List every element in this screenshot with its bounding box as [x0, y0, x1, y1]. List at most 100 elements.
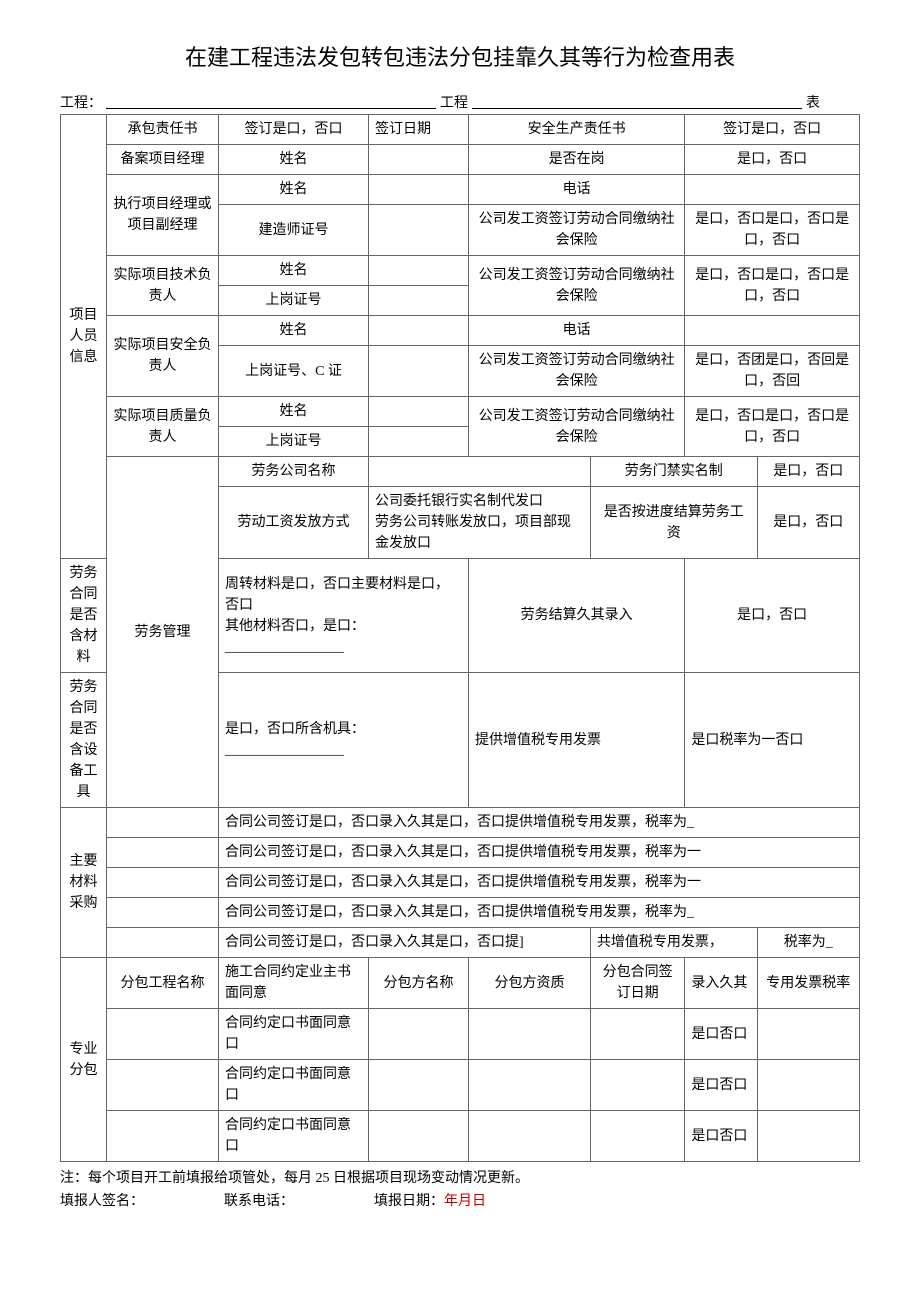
- sub-r1-f: 是口否口: [685, 1009, 757, 1060]
- l3-f: 是口，否口: [685, 559, 860, 673]
- sub-r2-d: [469, 1060, 591, 1111]
- sub-r2-g: [757, 1060, 859, 1111]
- sub-r3-d: [469, 1111, 591, 1162]
- sub-h6: 录入久其: [685, 958, 757, 1009]
- r6-b1: 姓名: [219, 397, 369, 427]
- r6-b2: 上岗证号: [219, 427, 369, 457]
- l4-e: 提供增值税专用发票: [469, 673, 685, 808]
- r5-blank2: [685, 316, 860, 346]
- sub-r3-b: 合同约定口书面同意口: [219, 1111, 369, 1162]
- r4-f: 是口，否口是口，否口是口，否口: [685, 256, 860, 316]
- l2-b: 公司委托银行实名制代发口 劳务公司转账发放口，项目部现金发放口: [369, 487, 591, 559]
- mat-r3: 合同公司签订是口，否口录入久其是口，否口提供增值税专用发票，税率为一: [219, 868, 860, 898]
- mat-blank1: [107, 808, 219, 838]
- r3-blank2: [685, 175, 860, 205]
- mat-blank5: [107, 928, 219, 958]
- mat-r5a: 合同公司签订是口，否口录入久其是口，否口提]: [219, 928, 591, 958]
- sub-r1-g: [757, 1009, 859, 1060]
- header-line2: [472, 92, 802, 109]
- r4-blank1: [369, 256, 469, 286]
- sub-r2-f: 是口否口: [685, 1060, 757, 1111]
- r5-b2: 上岗证号、C 证: [219, 346, 369, 397]
- header-line1: [106, 92, 436, 109]
- header-row: 工程： 工程 表: [60, 92, 860, 112]
- sub-r1-b: 合同约定口书面同意口: [219, 1009, 369, 1060]
- sub-h2: 施工合同约定业主书面同意: [219, 958, 369, 1009]
- sub-r2-e: [590, 1060, 684, 1111]
- r6-f: 是口，否口是口，否口是口，否口: [685, 397, 860, 457]
- r2-e: 是否在岗: [469, 145, 685, 175]
- main-table: 项目人员信息 承包责任书 签订是口，否口 签订日期 安全生产责任书 签订是口，否…: [60, 114, 860, 1162]
- sub-r3-e: [590, 1111, 684, 1162]
- r4-e: 公司发工资签订劳动合同缴纳社会保险: [469, 256, 685, 316]
- sub-r3-c: [369, 1111, 469, 1162]
- r3-blank1: [369, 175, 469, 205]
- section-material: 主要材料采购: [61, 808, 107, 958]
- r1-c: 签订日期: [369, 115, 469, 145]
- sub-r1-c: [369, 1009, 469, 1060]
- r1-f: 签订是口，否口: [685, 115, 860, 145]
- sub-h5: 分包合同签订日期: [590, 958, 684, 1009]
- r5-a: 实际项目安全负责人: [107, 316, 219, 397]
- r6-blank2: [369, 427, 469, 457]
- sub-r2-b: 合同约定口书面同意口: [219, 1060, 369, 1111]
- r2-blank: [369, 145, 469, 175]
- sub-r3-f: 是口否口: [685, 1111, 757, 1162]
- r3-f2: 是口，否口是口，否口是口，否口: [685, 205, 860, 256]
- footer-date-value: 年月日: [444, 1194, 486, 1209]
- l3-a: 劳务合同是否含材料: [61, 559, 107, 673]
- l1-blank: [369, 457, 591, 487]
- sub-r2-a: [107, 1060, 219, 1111]
- r5-b1: 姓名: [219, 316, 369, 346]
- l1-a: 劳务公司名称: [219, 457, 369, 487]
- l4-b: 是口，否口所含机具：_________________: [219, 673, 469, 808]
- r1-a: 承包责任书: [107, 115, 219, 145]
- r3-a: 执行项目经理或项目副经理: [107, 175, 219, 256]
- r5-blank3: [369, 346, 469, 397]
- l2-f: 是口，否口: [757, 487, 859, 559]
- r6-blank1: [369, 397, 469, 427]
- r1-b: 签订是口，否口: [219, 115, 369, 145]
- l3-b: 周转材料是口，否口主要材料是口，否口 其他材料否口，是口：___________…: [219, 559, 469, 673]
- l4-a: 劳务合同是否含设备工具: [61, 673, 107, 808]
- footer-signer: 填报人签名：: [60, 1190, 144, 1210]
- section-subcontract: 专业分包: [61, 958, 107, 1162]
- r5-e2: 公司发工资签订劳动合同缴纳社会保险: [469, 346, 685, 397]
- page-title: 在建工程违法发包转包违法分包挂靠久其等行为检查用表: [60, 40, 860, 72]
- r4-a: 实际项目技术负责人: [107, 256, 219, 316]
- r3-b2: 建造师证号: [219, 205, 369, 256]
- sub-r2-c: [369, 1060, 469, 1111]
- r3-e2: 公司发工资签订劳动合同缴纳社会保险: [469, 205, 685, 256]
- l2-e: 是否按进度结算劳务工资: [590, 487, 757, 559]
- mat-r5b: 共增值税专用发票，: [590, 928, 757, 958]
- sub-r3-g: [757, 1111, 859, 1162]
- footer-phone: 联系电话：: [224, 1190, 294, 1210]
- r3-e1: 电话: [469, 175, 685, 205]
- sub-r1-a: [107, 1009, 219, 1060]
- mat-blank4: [107, 898, 219, 928]
- l1-f: 是口，否口: [757, 457, 859, 487]
- sub-h3: 分包方名称: [369, 958, 469, 1009]
- r2-b: 姓名: [219, 145, 369, 175]
- r5-e1: 电话: [469, 316, 685, 346]
- header-right: 表: [806, 92, 820, 112]
- sub-h1: 分包工程名称: [107, 958, 219, 1009]
- mat-blank2: [107, 838, 219, 868]
- mat-r1: 合同公司签订是口，否口录入久其是口，否口提供增值税专用发票，税率为_: [219, 808, 860, 838]
- note-text: 注：每个项目开工前填报给项管处，每月 25 日根据项目现场变动情况更新。: [60, 1168, 860, 1190]
- r3-blank3: [369, 205, 469, 256]
- header-mid: 工程: [440, 92, 468, 112]
- l1-e: 劳务门禁实名制: [590, 457, 757, 487]
- r6-e: 公司发工资签订劳动合同缴纳社会保险: [469, 397, 685, 457]
- r2-f: 是口，否口: [685, 145, 860, 175]
- footer-date-label: 填报日期：: [374, 1194, 444, 1209]
- r4-b2: 上岗证号: [219, 286, 369, 316]
- r5-blank1: [369, 316, 469, 346]
- r5-f2: 是口，否团是口，否回是口，否回: [685, 346, 860, 397]
- r1-e: 安全生产责任书: [469, 115, 685, 145]
- mat-r4: 合同公司签订是口，否口录入久其是口，否口提供增值税专用发票，税率为_: [219, 898, 860, 928]
- sub-r1-e: [590, 1009, 684, 1060]
- sub-h4: 分包方资质: [469, 958, 591, 1009]
- l2-a: 劳动工资发放方式: [219, 487, 369, 559]
- l4-f: 是口税率为一否口: [685, 673, 860, 808]
